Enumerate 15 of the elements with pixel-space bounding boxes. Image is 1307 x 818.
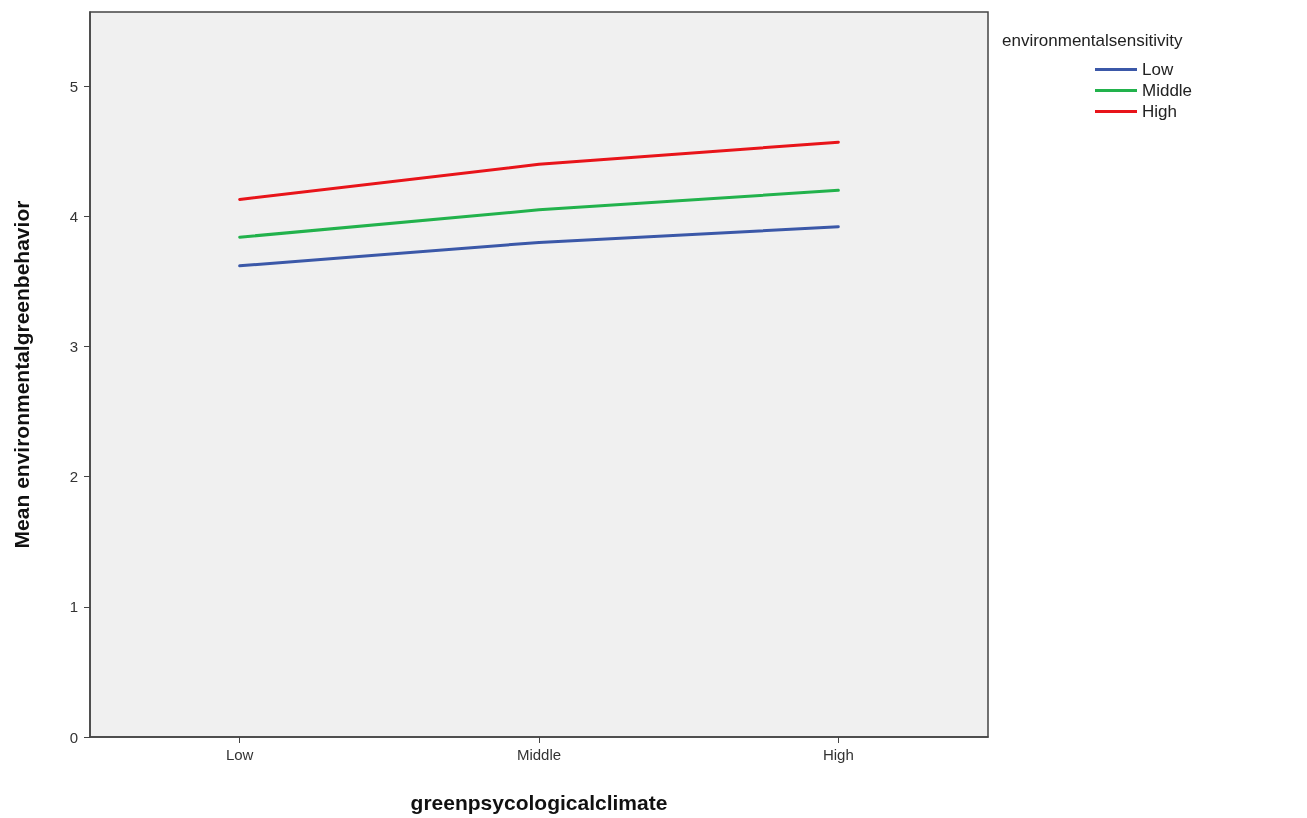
legend-label: Middle (1142, 81, 1193, 100)
y-tick-label: 5 (69, 77, 78, 95)
y-axis-title: Mean environmentalgreenbehavior (10, 200, 33, 549)
x-tick-label: Low (225, 746, 254, 763)
y-tick-label: 1 (69, 598, 78, 616)
x-tick-label: High (822, 746, 854, 763)
y-tick-label: 0 (69, 728, 78, 746)
legend-label: Low (1142, 60, 1174, 79)
legend-title: environmentalsensitivity (1002, 31, 1183, 50)
y-tick-label: 3 (69, 338, 78, 356)
y-tick-label: 2 (69, 468, 78, 486)
y-tick-label: 4 (69, 207, 78, 225)
x-axis-title: greenpsycologicalclimate (410, 791, 668, 814)
legend-label: High (1142, 102, 1177, 121)
x-tick-label: Middle (516, 746, 562, 763)
